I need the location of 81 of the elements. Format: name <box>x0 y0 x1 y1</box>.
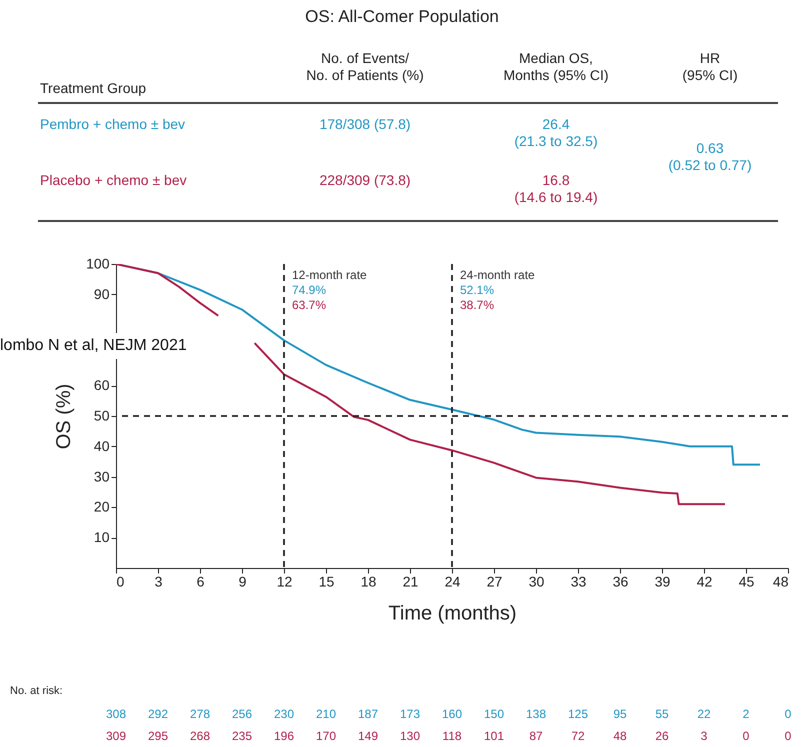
text: 160 <box>442 706 462 723</box>
text: 309 <box>106 728 126 745</box>
y-tick-label: 20 <box>94 498 110 515</box>
text: 130 <box>400 728 420 745</box>
text: 95 <box>613 706 627 723</box>
text: 295 <box>148 728 168 745</box>
x-axis-title: Time (months) <box>388 602 517 624</box>
text: 308 <box>106 706 126 723</box>
text: Placebo + chemo ± bev <box>40 172 187 189</box>
x-tick-label: 0 <box>116 574 124 590</box>
text: 26.4 (21.3 to 32.5) <box>514 116 598 150</box>
text: 48 <box>613 728 627 745</box>
y-tick-label: 10 <box>94 529 110 546</box>
x-tick-label: 36 <box>612 574 628 590</box>
text: 170 <box>316 728 336 745</box>
x-tick-label: 42 <box>696 574 712 590</box>
text: 22 <box>697 706 711 723</box>
text: 173 <box>400 706 420 723</box>
text: 149 <box>358 728 378 745</box>
text: 256 <box>232 706 252 723</box>
text: 2 <box>742 706 750 723</box>
text: Median OS, Months (95% CI) <box>503 50 609 84</box>
text: HR (95% CI) <box>682 50 738 84</box>
text: 268 <box>190 728 210 745</box>
y-tick-label: 100 <box>86 256 110 272</box>
y-tick-label: 60 <box>94 377 110 394</box>
text: 138 <box>526 706 546 723</box>
x-tick-label: 24 <box>444 574 460 590</box>
annotation: 52.1% <box>460 283 494 297</box>
text: 125 <box>568 706 588 723</box>
text: 87 <box>529 728 543 745</box>
ref-line-label: 24-month rate <box>460 268 536 282</box>
x-tick-label: 45 <box>738 574 754 590</box>
ref-line-label: 12-month rate <box>292 268 368 282</box>
x-tick-label: 12 <box>276 574 292 590</box>
text: 0 <box>784 728 792 745</box>
x-tick-label: 33 <box>570 574 586 590</box>
annotation: 74.9% <box>292 283 326 297</box>
x-tick-label: 3 <box>154 574 163 590</box>
text: 235 <box>232 728 252 745</box>
annotation: lombo N et al, NEJM 2021 <box>0 333 191 359</box>
text: No. of Events/ No. of Patients (%) <box>306 50 424 84</box>
x-tick-label: 21 <box>402 574 418 590</box>
text: 187 <box>358 706 378 723</box>
x-tick-label: 9 <box>238 574 247 590</box>
text: Pembro + chemo ± bev <box>40 116 186 133</box>
y-tick-label: 50 <box>94 408 110 424</box>
text: 178/308 (57.8) <box>319 116 411 133</box>
text: 278 <box>190 706 210 723</box>
text: 230 <box>274 706 294 723</box>
y-tick-label: 40 <box>94 438 110 454</box>
annotation: 63.7% <box>292 298 326 312</box>
text: 26 <box>655 728 669 745</box>
text: 0 <box>742 728 750 745</box>
y-axis-title: OS (%) <box>53 384 76 450</box>
text: 228/309 (73.8) <box>319 172 411 189</box>
x-tick-label: 27 <box>486 574 502 590</box>
y-tick-label: 30 <box>94 468 110 484</box>
text: 72 <box>571 728 585 745</box>
text: 150 <box>484 706 504 723</box>
x-tick-label: 30 <box>528 574 544 590</box>
x-tick-label: 15 <box>318 574 334 590</box>
x-tick-label: 18 <box>360 574 376 590</box>
text: 55 <box>655 706 669 723</box>
text: Treatment Group <box>40 80 146 97</box>
text: 118 <box>442 728 462 745</box>
text: 101 <box>484 728 504 745</box>
x-tick-label: 48 <box>772 574 789 590</box>
text: 0.63 (0.52 to 0.77) <box>668 140 752 174</box>
text: 3 <box>700 728 708 745</box>
text: 292 <box>148 706 168 723</box>
x-tick-label: 6 <box>196 574 205 590</box>
text: 210 <box>316 706 336 723</box>
y-tick-label: 90 <box>94 286 110 302</box>
annotation: 38.7% <box>460 298 494 312</box>
text: 0 <box>784 706 792 723</box>
text: 16.8 (14.6 to 19.4) <box>514 172 598 206</box>
chart-title: OS: All-Comer Population <box>305 7 499 26</box>
text: No. at risk: <box>10 684 63 699</box>
x-tick-label: 39 <box>654 574 670 590</box>
text: 196 <box>274 728 294 745</box>
